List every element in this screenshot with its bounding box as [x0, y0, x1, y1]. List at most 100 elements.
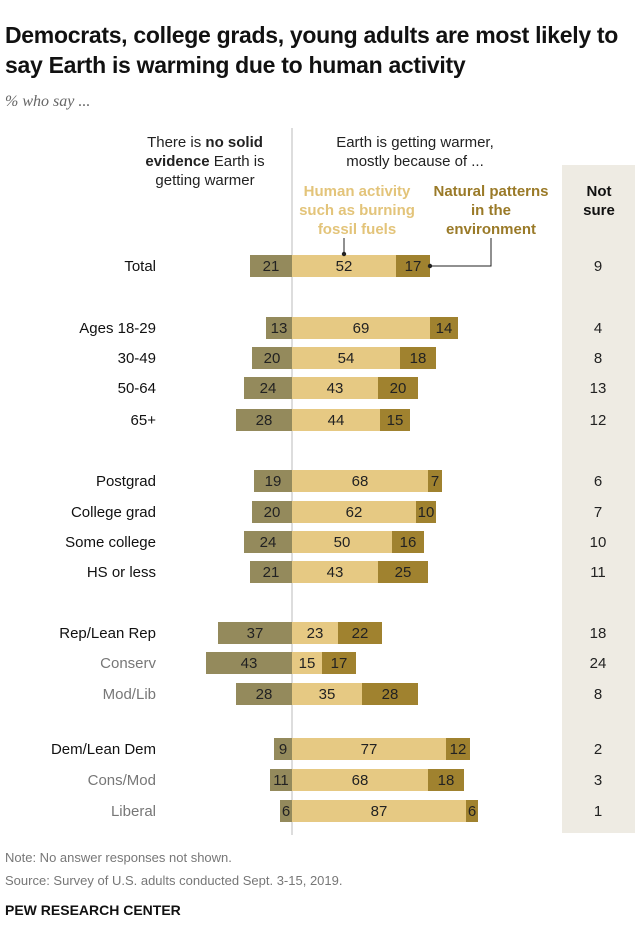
category-label: 30-49 — [118, 350, 156, 367]
header-text: There is — [147, 134, 206, 151]
label-human-activity: 68 — [352, 473, 369, 490]
bar-human-activity — [292, 622, 338, 644]
bar-human-activity — [292, 255, 396, 277]
bar-natural-patterns — [392, 531, 424, 553]
brand-logo-text: PEW RESEARCH CENTER — [5, 902, 181, 918]
bar-natural-patterns — [428, 470, 442, 492]
label-no-evidence: 21 — [263, 564, 280, 581]
label-no-evidence: 11 — [273, 772, 289, 789]
label-natural-patterns: 15 — [387, 412, 404, 429]
bar-natural-patterns — [396, 255, 430, 277]
bar-natural-patterns — [338, 622, 382, 644]
label-human-activity: 43 — [327, 380, 344, 397]
label-natural-patterns: 10 — [418, 504, 435, 521]
bar-human-activity — [292, 738, 446, 760]
chart-subtitle: % who say ... — [5, 93, 91, 110]
label-natural-patterns: 22 — [352, 625, 369, 642]
label-natural-patterns: 20 — [390, 380, 407, 397]
bar-no-evidence — [206, 652, 292, 674]
bar-human-activity — [292, 769, 428, 791]
chart-title: Democrats, college grads, young adults a… — [5, 22, 619, 78]
label-human-activity: 77 — [361, 741, 378, 758]
label-no-evidence: 6 — [282, 803, 290, 820]
footnote: Note: No answer responses not shown. — [5, 850, 232, 865]
label-no-evidence: 43 — [241, 655, 258, 672]
category-label: Dem/Lean Dem — [51, 741, 156, 758]
category-label: College grad — [71, 504, 156, 521]
label-not-sure: 7 — [594, 504, 602, 521]
bar-human-activity — [292, 652, 322, 674]
category-label: Liberal — [111, 803, 156, 820]
label-natural-patterns: 18 — [438, 772, 455, 789]
label-natural-patterns: 25 — [395, 564, 412, 581]
label-not-sure: 4 — [594, 320, 602, 337]
bar-no-evidence — [274, 738, 292, 760]
header-text: Earth is getting warmer — [155, 153, 265, 189]
bar-no-evidence — [236, 683, 292, 705]
bar-natural-patterns — [400, 347, 436, 369]
label-human-activity: 54 — [338, 350, 355, 367]
bar-human-activity — [292, 377, 378, 399]
bar-no-evidence — [244, 531, 292, 553]
bar-natural-patterns — [380, 409, 410, 431]
bar-natural-patterns — [362, 683, 418, 705]
legend-natural: Natural patterns in the environment — [433, 183, 549, 238]
category-label: Rep/Lean Rep — [59, 625, 156, 642]
label-human-activity: 69 — [353, 320, 370, 337]
label-no-evidence: 37 — [247, 625, 264, 642]
label-no-evidence: 19 — [265, 473, 282, 490]
label-not-sure: 2 — [594, 741, 602, 758]
source: Source: Survey of U.S. adults conducted … — [5, 873, 343, 888]
bar-human-activity — [292, 800, 466, 822]
header-no-evidence: There is no solid evidence Earth is gett… — [130, 133, 280, 190]
label-not-sure: 12 — [590, 412, 607, 429]
leader-dot-natural — [427, 263, 433, 269]
label-human-activity: 50 — [334, 534, 351, 551]
bar-no-evidence — [250, 255, 292, 277]
label-not-sure: 8 — [594, 686, 602, 703]
category-label: Postgrad — [96, 473, 156, 490]
label-natural-patterns: 28 — [382, 686, 399, 703]
bar-natural-patterns — [378, 561, 428, 583]
not-sure-column-bg — [562, 165, 635, 833]
bar-no-evidence — [280, 800, 292, 822]
label-not-sure: 6 — [594, 473, 602, 490]
bar-no-evidence — [254, 470, 292, 492]
bar-no-evidence — [250, 561, 292, 583]
label-natural-patterns: 17 — [331, 655, 348, 672]
bar-natural-patterns — [428, 769, 464, 791]
label-no-evidence: 9 — [279, 741, 287, 758]
bar-human-activity — [292, 347, 400, 369]
bar-no-evidence — [218, 622, 292, 644]
bar-human-activity — [292, 470, 428, 492]
label-human-activity: 43 — [327, 564, 344, 581]
label-not-sure: 9 — [594, 258, 602, 275]
bar-no-evidence — [236, 409, 292, 431]
bar-no-evidence — [266, 317, 292, 339]
bar-natural-patterns — [446, 738, 470, 760]
bar-no-evidence — [270, 769, 292, 791]
label-human-activity: 23 — [307, 625, 324, 642]
label-human-activity: 87 — [371, 803, 388, 820]
label-no-evidence: 20 — [264, 350, 281, 367]
bar-natural-patterns — [416, 501, 436, 523]
label-natural-patterns: 17 — [405, 258, 422, 275]
label-no-evidence: 24 — [260, 534, 277, 551]
bar-human-activity — [292, 683, 362, 705]
category-label: 65+ — [131, 412, 157, 429]
bar-human-activity — [292, 531, 392, 553]
bar-human-activity — [292, 409, 380, 431]
label-no-evidence: 28 — [256, 412, 273, 429]
header-bold-text: no solid evidence — [145, 134, 263, 170]
label-human-activity: 62 — [346, 504, 363, 521]
bar-natural-patterns — [322, 652, 356, 674]
label-human-activity: 68 — [352, 772, 369, 789]
label-human-activity: 35 — [319, 686, 336, 703]
bar-human-activity — [292, 561, 378, 583]
bar-human-activity — [292, 501, 416, 523]
label-not-sure: 13 — [590, 380, 607, 397]
label-no-evidence: 28 — [256, 686, 273, 703]
category-label: Some college — [65, 534, 156, 551]
